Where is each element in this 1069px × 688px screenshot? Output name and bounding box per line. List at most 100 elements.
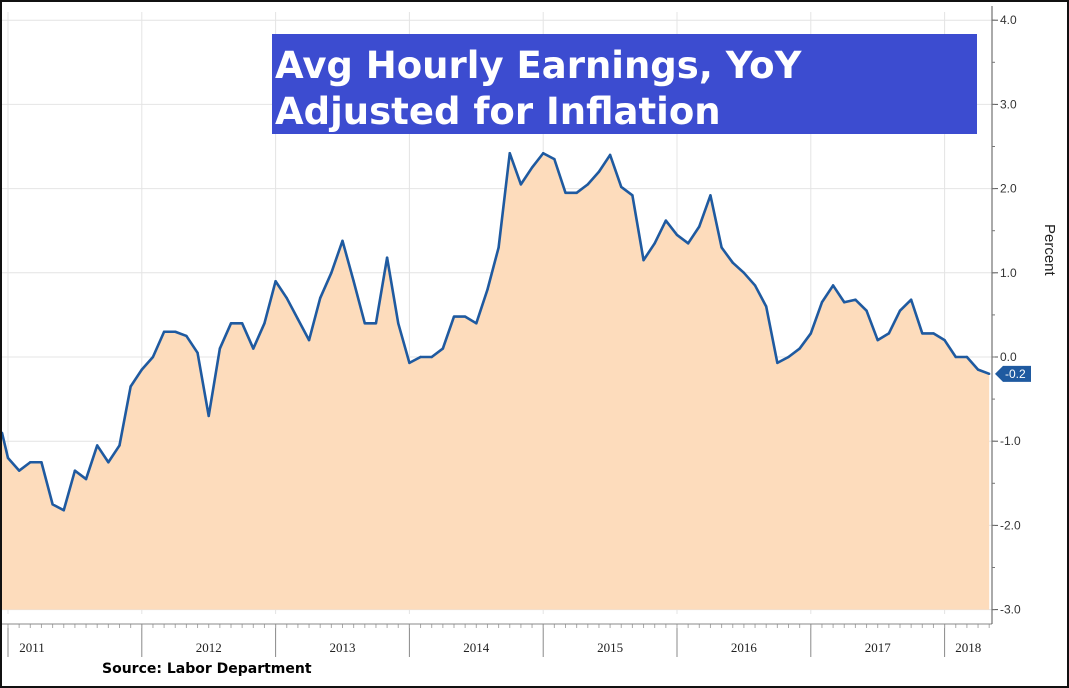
data-point [207, 414, 210, 418]
last-value-label: -0.2 [1005, 367, 1026, 381]
data-point [653, 242, 656, 245]
data-point [854, 298, 857, 301]
data-point [397, 322, 400, 325]
data-point [809, 332, 812, 335]
data-point [185, 334, 188, 338]
axis-layer: 2011 2012 2013 2014 2015 2016 2017 2018 -3.0 -2.0… [2, 6, 1021, 657]
data-point [174, 330, 177, 333]
data-point [385, 256, 389, 259]
data-point [374, 322, 378, 325]
data-point [564, 191, 567, 195]
data-point [17, 469, 21, 472]
y-tick-label: 2.0 [1000, 182, 1017, 196]
y-axis-title: Percent [1041, 224, 1058, 277]
data-point [62, 509, 65, 512]
title-box [272, 34, 977, 134]
data-point [352, 280, 355, 283]
data-point [452, 315, 456, 318]
data-point [675, 233, 679, 237]
series-area [2, 153, 990, 610]
data-point [698, 225, 701, 228]
data-point [597, 170, 601, 173]
data-point [486, 288, 489, 291]
x-tick-label: 2016 [731, 640, 758, 655]
data-point [642, 258, 645, 262]
data-point [252, 347, 255, 350]
title-line-1: Avg Hourly Earnings, YoY [275, 44, 803, 87]
data-point [218, 347, 222, 350]
data-point [263, 322, 266, 325]
data-point [341, 239, 344, 242]
data-point [542, 152, 545, 155]
last-value-badge: -0.2 [995, 365, 1031, 382]
data-point [73, 469, 77, 472]
data-point [96, 444, 99, 447]
y-tick-label: 1.0 [1000, 266, 1017, 280]
y-tick-label: -3.0 [1000, 603, 1021, 617]
data-point [419, 355, 422, 359]
data-point [363, 322, 366, 325]
y-tick-label: 3.0 [1000, 97, 1017, 111]
data-point [976, 368, 980, 371]
data-point [965, 355, 969, 359]
data-point [6, 456, 10, 460]
x-tick-label: 2014 [463, 640, 490, 655]
data-point [954, 355, 957, 359]
x-tick-label: 2017 [865, 640, 892, 655]
y-tick-label: -2.0 [1000, 518, 1021, 532]
data-point [129, 385, 132, 388]
title-line-2: Adjusted for Inflation [275, 90, 721, 133]
y-tick-label: -1.0 [1000, 434, 1021, 448]
data-point [553, 157, 556, 161]
data-point [820, 301, 824, 304]
data-point [240, 322, 244, 325]
data-point [497, 246, 500, 249]
data-point [151, 355, 155, 359]
data-point [798, 347, 801, 350]
data-point [887, 332, 891, 335]
data-point [196, 351, 199, 354]
data-point [876, 338, 879, 342]
data-point [932, 332, 935, 335]
data-point [664, 219, 668, 222]
data-point [51, 503, 54, 506]
data-point [731, 261, 734, 264]
data-point [40, 461, 43, 464]
x-tick-label: 2012 [196, 640, 222, 655]
data-point [463, 315, 467, 318]
data-point [508, 152, 511, 155]
data-point [408, 361, 411, 365]
data-point [475, 322, 478, 325]
data-point [865, 309, 868, 312]
data-point [753, 284, 757, 287]
data-point [608, 153, 612, 157]
data-point [586, 183, 589, 186]
data-point [229, 322, 233, 325]
y-tick-label: 4.0 [1000, 13, 1017, 27]
data-point [530, 166, 534, 169]
data-point [307, 338, 311, 342]
chart-title: Avg Hourly Earnings, YoY Adjusted for In… [272, 34, 977, 134]
data-point [430, 355, 433, 359]
data-point [2, 431, 4, 434]
data-point [742, 271, 746, 274]
data-point [943, 338, 946, 342]
data-point [162, 330, 166, 333]
x-tick-label: 2018 [955, 640, 981, 655]
data-point [29, 461, 32, 464]
data-point [686, 242, 690, 245]
area-layer [2, 153, 990, 610]
data-point [118, 444, 121, 447]
x-tick-label: 2013 [330, 640, 356, 655]
data-point [575, 191, 578, 195]
x-tick-label: 2015 [597, 640, 623, 655]
line-layer [2, 151, 991, 512]
data-point [831, 284, 835, 287]
data-point [921, 332, 924, 335]
data-point [988, 372, 991, 376]
data-point [776, 361, 779, 365]
data-point [107, 461, 110, 464]
data-point [140, 368, 143, 371]
